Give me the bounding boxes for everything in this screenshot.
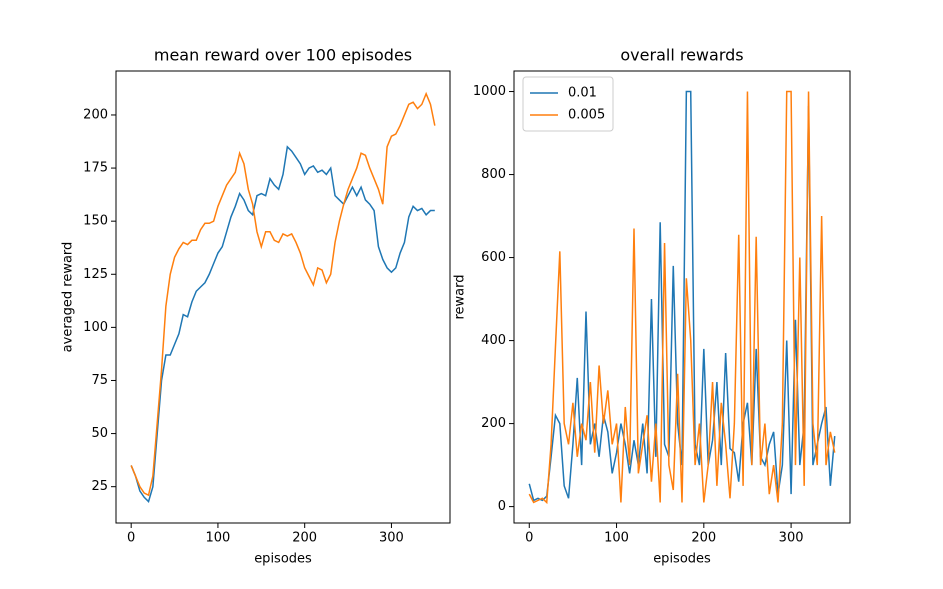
x-tick-label: 300 [379,531,404,546]
y-tick-label: 600 [481,250,506,265]
y-tick-label: 150 [83,214,108,229]
x-tick-label: 100 [604,531,629,546]
y-tick-label: 125 [83,267,108,282]
axes-frame [513,70,851,524]
y-tick-label: 100 [83,320,108,335]
x-tick-label: 100 [206,531,231,546]
axes-frame [115,70,451,524]
chart-title: mean reward over 100 episodes [154,46,412,65]
y-tick-label: 175 [83,161,108,176]
y-tick-label: 400 [481,333,506,348]
legend: 0.01 0.005 [522,76,614,132]
y-tick-label: 800 [481,167,506,182]
x-axis-label: episodes [254,552,312,567]
legend-box [522,76,614,132]
y-axis-label: reward [453,274,468,319]
x-tick-label: 200 [691,531,716,546]
y-tick-label: 0 [498,499,506,514]
chart-title: overall rewards [620,46,743,65]
y-tick-label: 1000 [473,84,506,99]
x-tick-label: 200 [292,531,317,546]
x-tick-label: 0 [525,531,533,546]
series-line [528,90,836,505]
x-tick-label: 0 [127,531,135,546]
x-tick-label: 300 [779,531,804,546]
legend-label: 0.01 [568,86,597,101]
y-tick-label: 200 [83,107,108,122]
y-tick-label: 25 [91,479,108,494]
y-tick-label: 75 [91,373,108,388]
x-axis-label: episodes [653,552,711,567]
y-tick-label: 50 [91,426,108,441]
y-tick-label: 200 [481,416,506,431]
y-axis-label: averaged reward [61,242,76,353]
series-line [130,145,435,503]
legend-label: 0.005 [568,108,605,123]
series-line [130,91,436,497]
